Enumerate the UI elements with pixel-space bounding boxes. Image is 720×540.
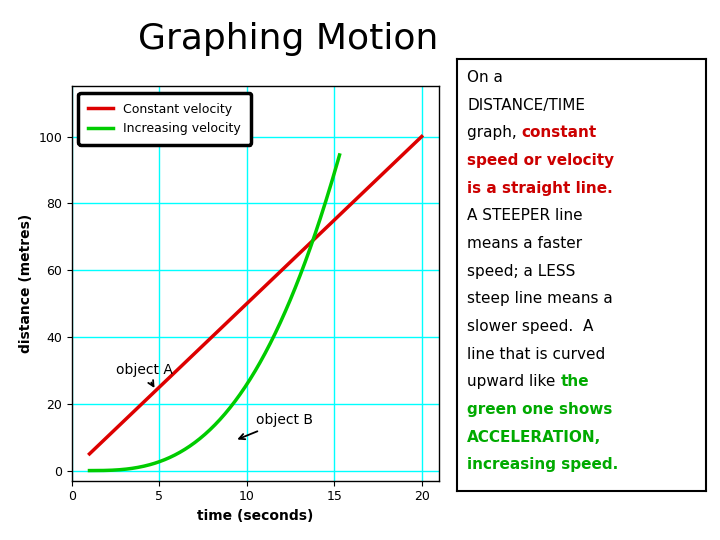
Text: the: the [560, 374, 589, 389]
Y-axis label: distance (metres): distance (metres) [19, 214, 33, 353]
Text: means a faster: means a faster [467, 236, 582, 251]
Increasing velocity [238, 388, 247, 394]
Increasing velocity [312, 228, 320, 234]
X-axis label: time (seconds): time (seconds) [197, 509, 314, 523]
Text: slower speed.  A: slower speed. A [467, 319, 593, 334]
Text: object B: object B [239, 414, 312, 439]
Text: is a straight line.: is a straight line. [467, 181, 613, 196]
Text: Graphing Motion: Graphing Motion [138, 22, 438, 56]
Text: line that is curved: line that is curved [467, 347, 606, 362]
Text: steep line means a: steep line means a [467, 292, 613, 306]
Increasing velocity [234, 394, 243, 400]
Text: graph,: graph, [467, 125, 522, 140]
Text: On a: On a [467, 70, 508, 85]
Text: speed or velocity: speed or velocity [467, 153, 614, 168]
Increasing velocity [296, 272, 305, 278]
Text: upward like: upward like [467, 374, 560, 389]
Text: green one shows: green one shows [467, 402, 613, 417]
Increasing velocity [233, 395, 242, 401]
Text: object A: object A [116, 363, 173, 386]
Legend: Constant velocity, Increasing velocity: Constant velocity, Increasing velocity [78, 93, 251, 145]
Increasing velocity [336, 152, 344, 158]
Text: A STEEPER line: A STEEPER line [467, 208, 582, 224]
Increasing velocity [86, 467, 94, 474]
Text: constant: constant [522, 125, 597, 140]
Line: Increasing velocity: Increasing velocity [89, 155, 340, 470]
Text: DISTANCE/TIME: DISTANCE/TIME [467, 98, 585, 113]
Text: increasing speed.: increasing speed. [467, 457, 618, 472]
Text: speed; a LESS: speed; a LESS [467, 264, 575, 279]
Increasing velocity [85, 467, 94, 474]
Text: ACCELERATION,: ACCELERATION, [467, 430, 601, 444]
